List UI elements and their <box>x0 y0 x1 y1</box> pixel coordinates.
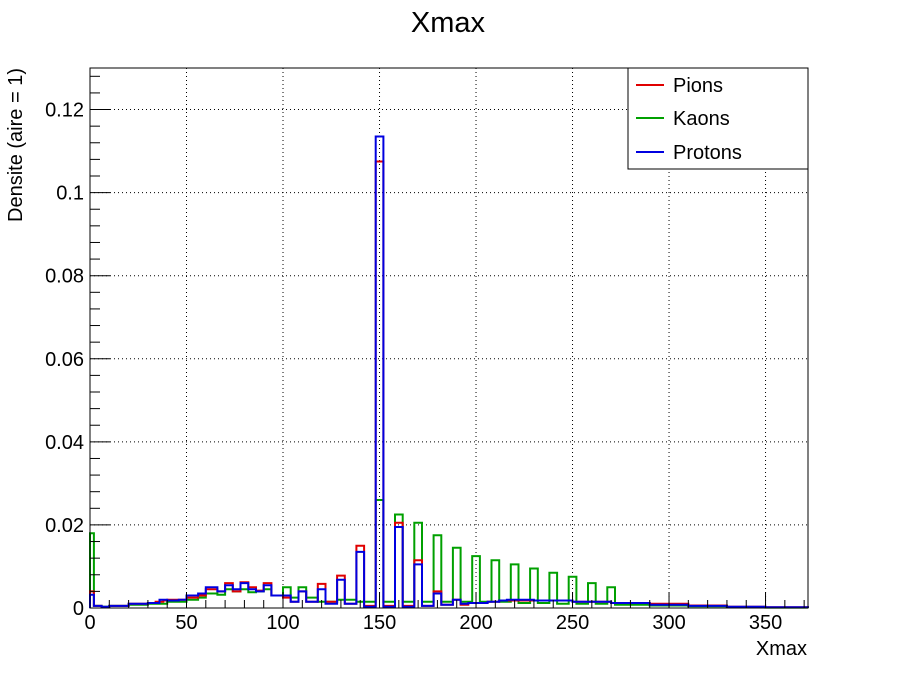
y-tick-label-6: 0.12 <box>45 100 84 122</box>
x-tick-label-150: 150 <box>363 612 396 634</box>
y-tick-label-4: 0.08 <box>45 266 84 288</box>
chart-title: Xmax <box>411 7 486 39</box>
series-line-pions <box>89 160 809 609</box>
series-line-protons <box>89 135 809 609</box>
axis-ticks <box>89 75 805 609</box>
legend: Pions Kaons Protons <box>627 67 809 170</box>
tick-labels: 0 50 100 150 200 250 300 350 0 0.02 0.04 0.06 0.08 0.… <box>45 100 782 634</box>
x-tick-label-350: 350 <box>749 612 782 634</box>
legend-label-protons: Protons <box>673 142 742 164</box>
legend-label-kaons: Kaons <box>673 108 730 130</box>
y-tick-label-3: 0.06 <box>45 349 84 371</box>
y-tick-label-2: 0.04 <box>45 432 84 454</box>
x-tick-label-300: 300 <box>652 612 685 634</box>
plot-frame <box>89 67 809 609</box>
legend-label-pions: Pions <box>673 75 723 97</box>
y-tick-label-0: 0 <box>73 598 84 620</box>
x-axis-label: Xmax <box>756 638 807 660</box>
x-tick-label-250: 250 <box>556 612 589 634</box>
series-layer <box>89 135 809 609</box>
x-tick-label-200: 200 <box>459 612 492 634</box>
y-tick-label-5: 0.1 <box>56 183 84 205</box>
x-tick-label-100: 100 <box>266 612 299 634</box>
y-axis-label: Densite (aire = 1) <box>5 68 27 222</box>
series-line-kaons <box>89 499 809 609</box>
x-tick-label-50: 50 <box>175 612 197 634</box>
y-tick-label-1: 0.02 <box>45 515 84 537</box>
x-tick-label-0: 0 <box>84 612 95 634</box>
